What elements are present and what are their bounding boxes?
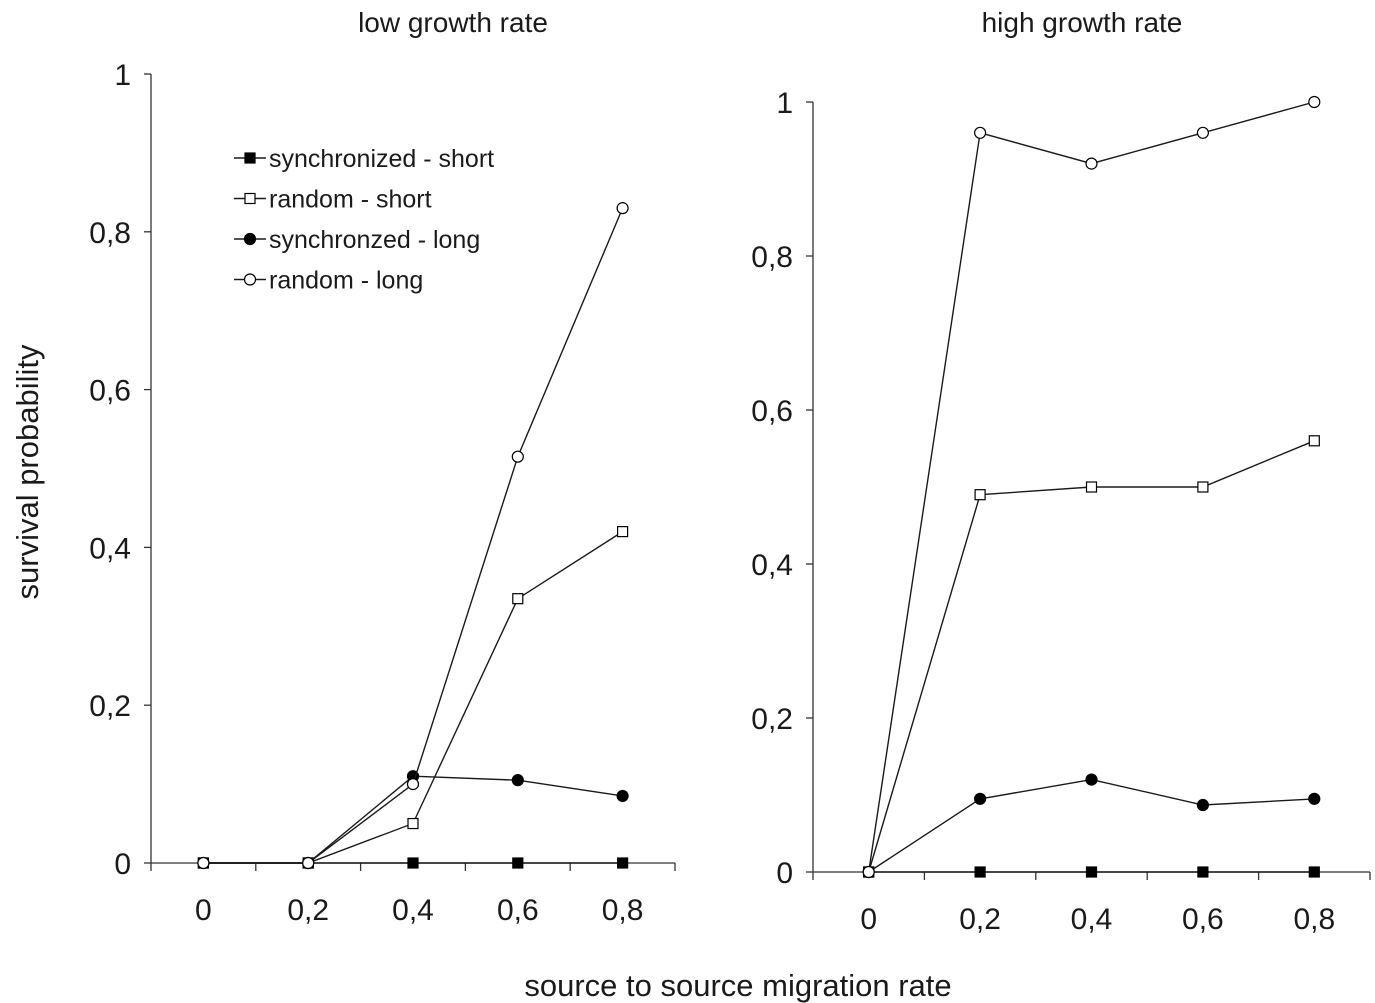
- legend-marker-synchronized-short: [244, 152, 256, 164]
- panel-2-point-synchronized-short: [1197, 866, 1209, 878]
- panel-1-y-tick-label: 0,8: [89, 217, 131, 250]
- panel-2-point-random-long: [1085, 157, 1098, 170]
- legend-marker-random-long: [243, 273, 257, 286]
- panel-1-point-random-long: [197, 856, 210, 870]
- panel-2-title: high growth rate: [982, 7, 1183, 38]
- panel-2-point-random-long: [1308, 95, 1321, 109]
- panel-2-y-tick-label: 0: [776, 857, 793, 890]
- panel-2-point-random-short: [1308, 435, 1320, 447]
- panel-2-line-random-short: [868, 440, 1315, 873]
- panel-1-point-synchronzed-long: [511, 774, 524, 787]
- panel-1-x-tick-label: 0: [195, 894, 212, 927]
- panel-1-point-random-long: [302, 856, 315, 870]
- y-axis-title: survival probability: [10, 344, 45, 599]
- panel-1-point-random-short: [512, 593, 524, 605]
- panel-1-x-tick-label: 0,8: [602, 894, 644, 927]
- panel-2-line-synchronzed-long: [868, 778, 1315, 873]
- panel-2-x-tick-label: 0,8: [1293, 903, 1335, 936]
- panel-1-point-synchronzed-long: [616, 789, 629, 803]
- panel-1-point-random-long: [616, 202, 629, 215]
- panel-2-y-tick-label: 0,4: [751, 549, 793, 582]
- legend-label-random-short: random - short: [269, 186, 432, 214]
- panel-1-point-random-short: [407, 817, 419, 830]
- panel-1-x-tick-label: 0,6: [497, 894, 539, 927]
- panel-1-line-random-short: [203, 531, 623, 864]
- panel-1-point-random-long: [511, 450, 524, 463]
- panel-1-y-tick-label: 1: [114, 59, 131, 92]
- panel-2-x-tick-label: 0,2: [959, 903, 1001, 936]
- legend-label-synchronized-short: synchronized - short: [269, 145, 494, 173]
- panel-high-growth: high growth rate 0 0,2 0,4 0,6 0,8 1 0 0,2 0,4 0,6…: [751, 7, 1371, 936]
- panel-2-point-random-long: [1196, 126, 1210, 139]
- panel-2-y-tick-label: 1: [776, 87, 793, 120]
- panel-2-point-random-short: [1197, 481, 1209, 493]
- panel-2-y-tick-label: 0,6: [751, 395, 793, 428]
- panel-1-y-tick-label: 0,2: [89, 690, 131, 723]
- panel-1-point-synchronized-short: [407, 857, 419, 869]
- panel-2-point-synchronized-short: [974, 866, 986, 878]
- panel-2-point-synchronzed-long: [973, 792, 987, 805]
- panel-1-point-random-short: [616, 526, 629, 538]
- panel-2-y-tick-label: 0,8: [751, 241, 793, 274]
- panel-2-y-tick-label: 0,2: [751, 703, 793, 736]
- panel-2-x-tick-label: 0,6: [1182, 903, 1224, 936]
- x-axis-title: source to source migration rate: [524, 968, 951, 1003]
- panel-1-y-tick-label: 0,6: [89, 375, 131, 408]
- panel-2-x-tick-label: 0: [860, 903, 877, 936]
- panel-low-growth: low growth rate 0 0,2 0,4 0,6 0,8 1 0 0,2 0,4 0,6 0…: [89, 7, 676, 927]
- panel-1-title: low growth rate: [358, 7, 548, 38]
- panel-1-line-random-long: [203, 207, 624, 864]
- legend-marker-random-short: [244, 192, 256, 205]
- panel-2-point-synchronzed-long: [1085, 773, 1098, 786]
- panel-2-x-tick-label: 0,4: [1071, 903, 1113, 936]
- panel-2-point-synchronized-short: [1308, 866, 1320, 878]
- panel-1-y-tick-label: 0: [114, 848, 131, 881]
- panel-1-point-synchronized-short: [616, 857, 629, 869]
- panel-1-point-random-long: [406, 777, 420, 791]
- panel-2-point-synchronized-short: [1085, 866, 1098, 878]
- panel-1-x-tick-label: 0,2: [287, 894, 329, 927]
- panel-2-point-random-short: [1085, 481, 1098, 493]
- panel-1-y-tick-label: 0,4: [89, 532, 131, 565]
- panel-2-point-random-long: [862, 865, 875, 879]
- panel-1-x-tick-label: 0,4: [392, 894, 434, 927]
- legend-label-random-long: random - long: [269, 267, 423, 295]
- panel-1-point-synchronized-short: [512, 857, 524, 869]
- panel-2-point-synchronzed-long: [1308, 792, 1321, 805]
- panel-2-point-random-short: [974, 489, 986, 501]
- panel-2-point-synchronzed-long: [1196, 798, 1210, 812]
- legend-marker-synchronzed-long: [243, 232, 257, 246]
- legend-label-synchronzed-long: synchronzed - long: [269, 226, 480, 254]
- panel-2-point-random-long: [973, 126, 987, 139]
